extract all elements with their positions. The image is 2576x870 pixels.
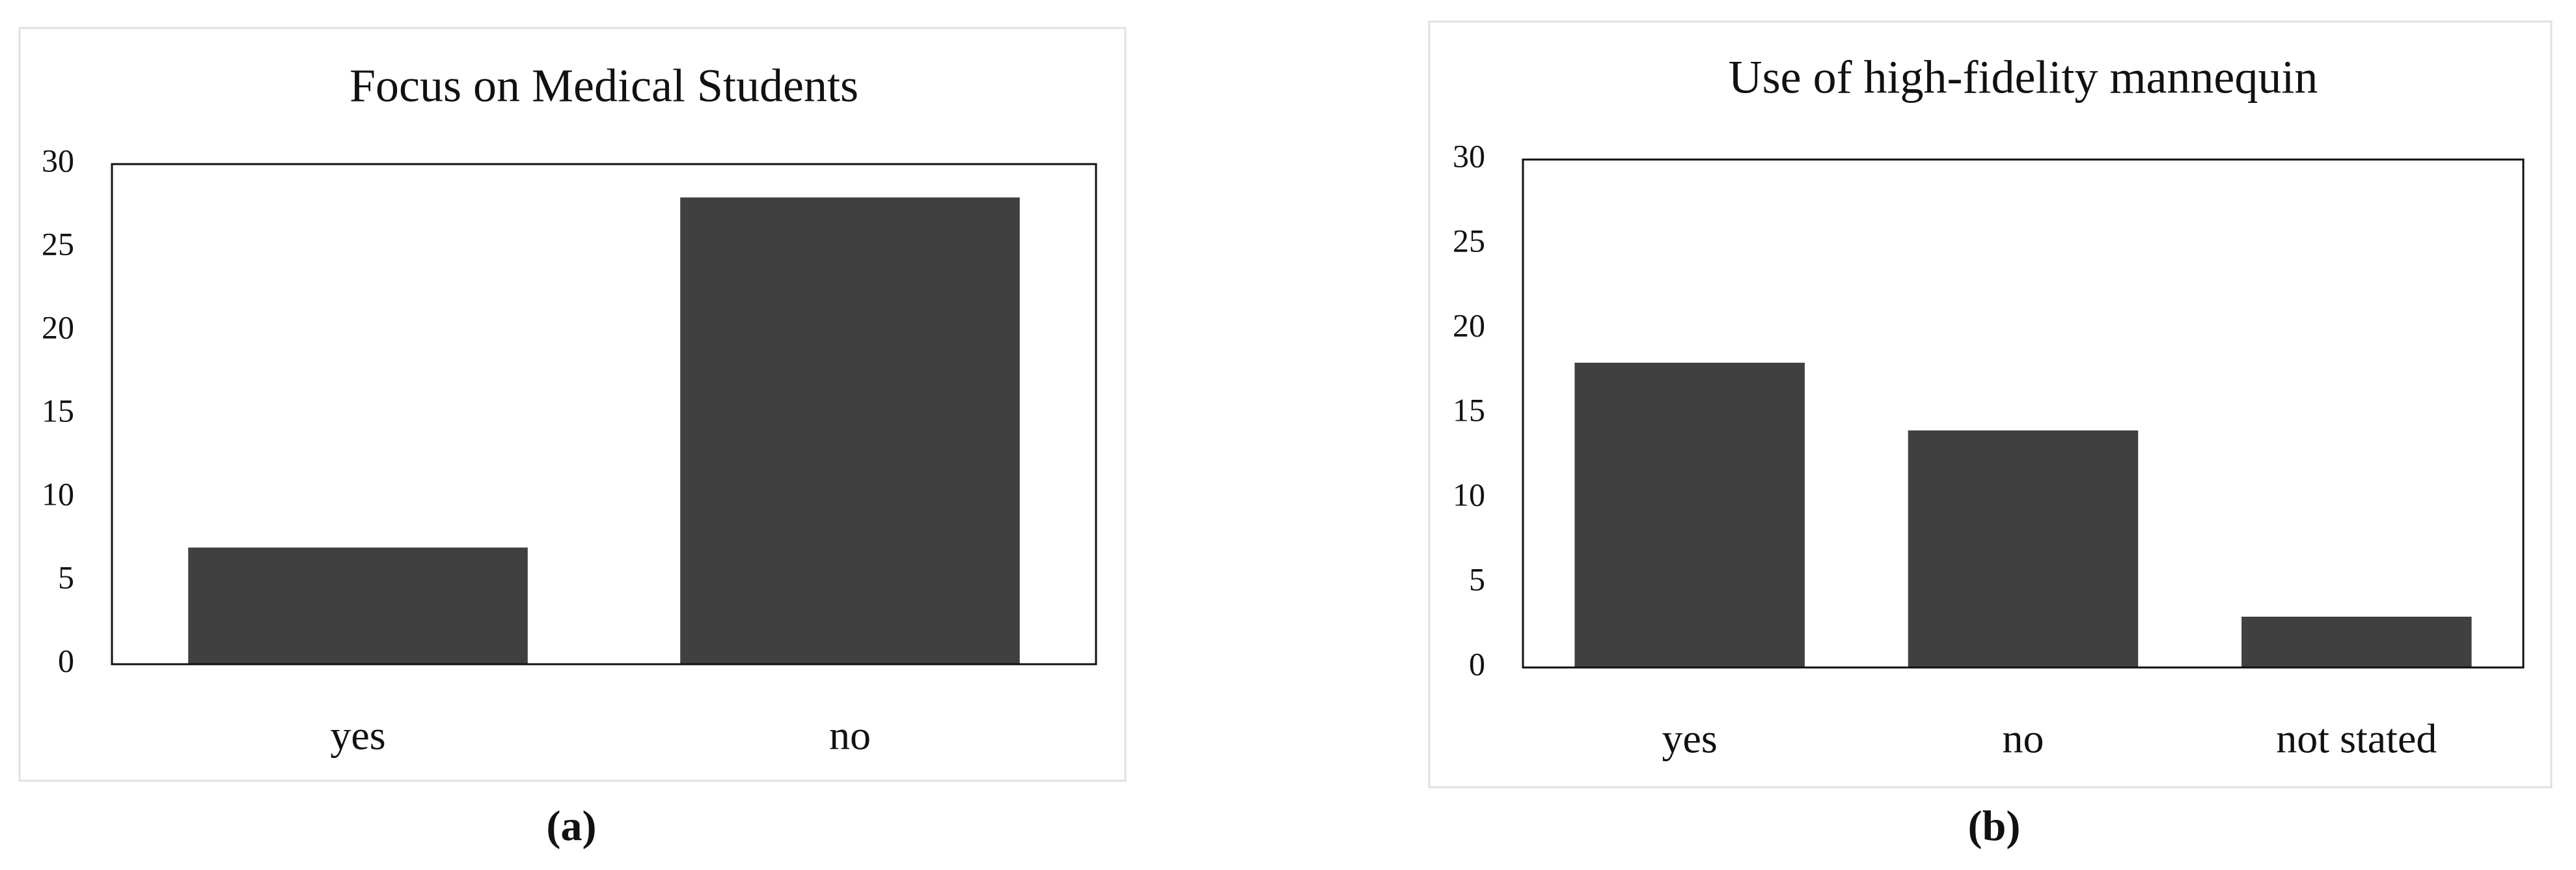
y-tick-label: 10 <box>1453 476 1485 512</box>
y-tick-label: 30 <box>42 142 74 178</box>
caption: (a) <box>547 802 597 850</box>
x-tick-label: no <box>829 712 871 759</box>
bar <box>188 547 528 664</box>
y-tick-label: 15 <box>1453 391 1485 428</box>
x-tick-label: no <box>2003 716 2044 762</box>
y-tick-label: 15 <box>42 392 74 428</box>
y-tick-label: 5 <box>1469 561 1485 597</box>
y-tick-label: 20 <box>1453 307 1485 343</box>
y-tick-label: 25 <box>1453 222 1485 259</box>
bar <box>1908 430 2139 667</box>
y-tick-label: 20 <box>42 309 74 345</box>
caption: (b) <box>1968 802 2021 850</box>
chart-title: Use of high-fidelity mannequin <box>1729 51 2318 104</box>
y-tick-label: 5 <box>58 559 74 595</box>
y-tick-label: 10 <box>42 475 74 512</box>
x-tick-label: not stated <box>2276 716 2437 762</box>
bar <box>1574 363 1805 667</box>
chart-title: Focus on Medical Students <box>349 60 858 112</box>
plot-frame <box>1522 158 2525 669</box>
y-tick-label: 30 <box>1453 137 1485 174</box>
plot-frame <box>111 163 1097 666</box>
y-tick-label: 0 <box>58 642 74 679</box>
y-tick-label: 25 <box>42 225 74 262</box>
x-tick-label: yes <box>330 712 385 759</box>
y-tick-label: 0 <box>1469 645 1485 682</box>
bar <box>2241 617 2472 667</box>
x-tick-label: yes <box>1662 716 1718 762</box>
bar <box>680 197 1020 664</box>
